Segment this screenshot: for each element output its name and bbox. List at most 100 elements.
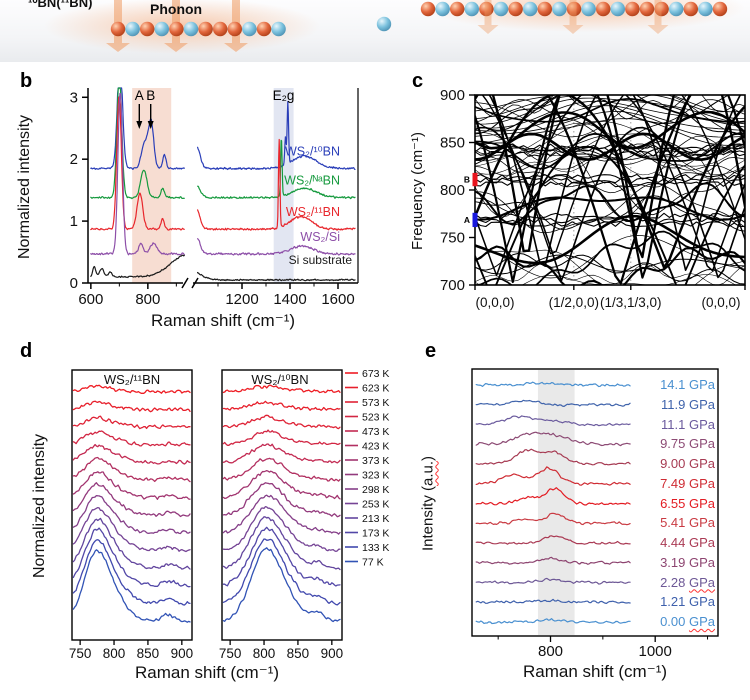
legend-label: 673 K <box>362 368 389 380</box>
temp-spectrum-213 K <box>72 517 191 570</box>
series-label: WS₂/¹⁰BN <box>285 144 340 158</box>
x-tick-label: 1200 <box>225 291 258 308</box>
legend-label: 623 K <box>362 383 389 395</box>
y-tick-label: 900 <box>440 87 465 104</box>
panel-c-letter: c <box>412 70 424 92</box>
y-tick-label: 800 <box>440 182 465 199</box>
kpath-label: (1/2,0,0) <box>549 295 599 310</box>
phonon-band <box>491 95 745 259</box>
mode-marker-A <box>472 212 478 228</box>
pressure-spectrum-3.19 <box>475 556 631 565</box>
phonon-arrow <box>647 0 669 34</box>
annotation-A: A <box>135 88 144 103</box>
phonon-band <box>475 183 745 234</box>
panel-a-schematic: ¹⁰BN(¹¹BN) Phonon <box>0 0 750 62</box>
panel-e-ylabel-pre: Intensity ( <box>419 486 437 552</box>
panel-d-left-title: WS₂/¹¹BN <box>103 372 161 387</box>
temp-spectrum-623 K <box>72 400 191 413</box>
phonon-band <box>475 173 745 180</box>
axis-break-slash <box>181 277 189 289</box>
x-tick-label: 850 <box>287 646 310 661</box>
legend-label: 423 K <box>362 441 389 453</box>
mode-marker-B <box>472 172 478 187</box>
x-tick-label: 900 <box>321 646 344 661</box>
phonon-band <box>475 100 745 129</box>
phonon-band <box>475 147 745 154</box>
phonon-band <box>475 95 745 113</box>
legend-label: 323 K <box>362 470 389 482</box>
phonon-arrow <box>562 0 584 34</box>
pressure-spectrum-2.28 <box>475 577 631 585</box>
nitrogen-atom <box>669 1 684 17</box>
phonon-band <box>475 105 745 132</box>
spectrum-1 <box>197 139 356 200</box>
nitrogen-atom <box>154 21 169 37</box>
panel-d-xlabel: Raman shift (cm⁻¹) <box>134 663 280 682</box>
panel-e-ylabel-au: a.u. <box>419 460 437 486</box>
panel-d-frame-0 <box>71 369 193 641</box>
phonon-band <box>475 111 745 138</box>
series-label: Si substrate <box>289 253 353 267</box>
nitrogen-atom <box>610 1 625 17</box>
kpath-label: (0,0,0) <box>701 295 740 310</box>
panel-e-plot: 800 1000 <box>471 368 719 660</box>
panel-b-plot: 600 800 1200 1400 1600 0 1 2 3 WS₂/¹⁰BN WS₂/ᴺᵃBN WS… <box>70 87 359 308</box>
pressure-spectrum-7.49 <box>475 466 631 486</box>
temp-spectrum-673 K <box>72 384 191 394</box>
boron-atom <box>537 1 552 17</box>
panel-e-xlabel: Raman shift (cm⁻¹) <box>522 662 668 681</box>
x-tick-label: 900 <box>171 646 194 661</box>
x-tick-label: 750 <box>219 646 242 661</box>
boron-atom <box>110 21 126 37</box>
series-label: WS₂/¹¹BN <box>286 205 340 219</box>
nitrogen-atom <box>183 21 199 37</box>
x-tick-label: 850 <box>137 646 160 661</box>
kpath-label: (1/3,1/3,0) <box>600 295 662 310</box>
temp-spectrum-423 K <box>72 456 191 483</box>
spectrum-0 <box>90 87 185 170</box>
temp-spectrum-523 K <box>72 430 191 447</box>
temp-spectrum-473 K <box>222 443 341 464</box>
spectrum-3 <box>197 238 356 256</box>
atom-chain <box>110 21 286 37</box>
pressure-spectrum-0.00 <box>475 618 631 625</box>
legend-label: 213 K <box>362 513 389 525</box>
phonon-band <box>475 118 745 146</box>
x-tick-label: 1000 <box>639 643 672 660</box>
panel-d-frame-1 <box>221 369 343 641</box>
x-tick-label: 1600 <box>321 291 354 308</box>
spectrum-2 <box>197 138 356 231</box>
legend-label: 77 K <box>362 557 384 569</box>
boron-atom <box>625 1 640 17</box>
legend-label: 253 K <box>362 499 389 511</box>
panel-d-axes-1 <box>229 640 333 645</box>
panel-d-tick-labels-0: 750 800 850 900 <box>69 646 193 661</box>
boron-atom <box>227 21 242 37</box>
temp-spectrum-623 K <box>222 400 341 411</box>
boron-atom <box>639 1 655 17</box>
temp-spectrum-323 K <box>72 482 191 518</box>
panel-b-ylabel: Normalized intensity <box>16 114 33 260</box>
y-tick-label: 3 <box>70 89 78 106</box>
y-tick-label: 750 <box>440 230 465 247</box>
phonon-band <box>475 135 745 163</box>
legend-label: 173 K <box>362 528 389 540</box>
temp-spectrum-253 K <box>222 505 341 553</box>
spectrum-0 <box>197 101 356 171</box>
panel-e-ylabel-post: ) <box>419 455 437 461</box>
phonon-band <box>475 145 745 285</box>
y-tick-label: 1 <box>70 213 78 230</box>
x-tick-label: 800 <box>253 646 276 661</box>
boron-atom <box>198 21 213 37</box>
phonon-band <box>475 274 737 285</box>
panel-b-axes <box>82 88 359 289</box>
x-tick-label: 800 <box>135 291 160 308</box>
panel-d-ylabel: Normalized intensity <box>31 433 48 579</box>
boron-atom <box>256 21 272 37</box>
panel-e-letter: e <box>425 340 437 362</box>
pressure-spectrum-1.21 <box>475 598 631 604</box>
nitrogen-atom <box>242 21 257 37</box>
boron-atom <box>712 1 728 17</box>
panel-a-phonon-label: Phonon <box>150 1 203 17</box>
nitrogen-atom <box>698 1 713 17</box>
